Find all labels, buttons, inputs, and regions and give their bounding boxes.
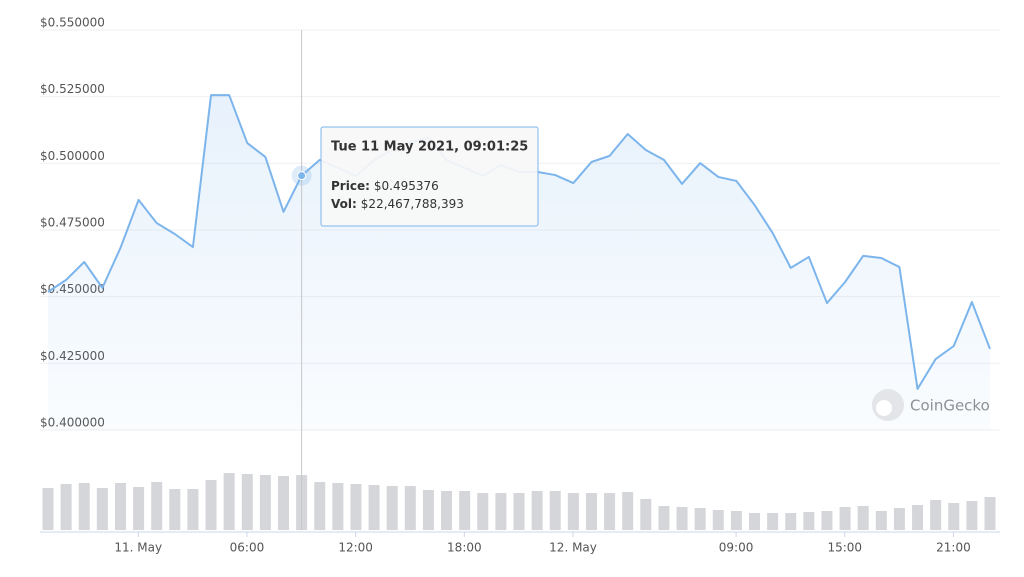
volume-bar <box>114 483 126 530</box>
volume-bar <box>169 489 181 530</box>
x-tick-label: 11. May <box>114 541 162 555</box>
tooltip-title: Tue 11 May 2021, 09:01:25 <box>331 140 528 155</box>
tooltip-box <box>320 126 539 227</box>
volume-bar <box>332 483 344 530</box>
volume-bar <box>96 488 108 530</box>
x-tick-label: 12. May <box>549 541 597 555</box>
tooltip-vol: Vol: $22,467,788,393 <box>331 197 464 211</box>
volume-bar <box>567 493 579 530</box>
volume-bar <box>151 482 163 530</box>
volume-bar <box>259 475 271 530</box>
volume-bar <box>585 493 597 530</box>
volume-bar <box>604 493 616 530</box>
volume-bar <box>368 485 380 530</box>
volume-bar <box>549 491 561 530</box>
volume-bar <box>930 500 942 530</box>
volume-bar <box>803 512 815 530</box>
volume-bar <box>78 483 90 530</box>
volume-bar <box>241 474 253 530</box>
tooltip: Tue 11 May 2021, 09:01:25 Price: $0.49537… <box>320 126 539 227</box>
volume-bar <box>477 493 489 530</box>
volume-bar <box>404 486 416 530</box>
volume-bar <box>694 508 706 530</box>
volume-bar <box>893 508 905 530</box>
volume-bar <box>676 507 688 530</box>
volume-bar <box>133 487 145 530</box>
volume-bar <box>749 513 760 530</box>
volume-bar <box>205 480 217 530</box>
x-tick-label: 12:00 <box>338 541 373 555</box>
volume-bar <box>912 505 924 530</box>
volume-bar <box>350 484 362 530</box>
hover-point <box>297 171 307 181</box>
volume-bar <box>278 476 289 530</box>
volume-bar <box>622 492 634 530</box>
volume-bar <box>966 501 978 530</box>
x-tick-label: 18:00 <box>447 541 482 555</box>
tooltip-vol-label: Vol: <box>331 197 357 211</box>
volume-bar <box>187 489 199 530</box>
volume-bar <box>314 482 326 530</box>
y-tick-label: $0.525000 <box>40 82 105 96</box>
volume-bar <box>459 491 471 530</box>
tooltip-price: Price: $0.495376 <box>331 179 439 193</box>
watermark: CoinGecko <box>872 389 990 421</box>
volume-bar <box>495 493 507 530</box>
volume-bar <box>712 510 724 530</box>
y-tick-label: $0.500000 <box>40 149 105 163</box>
volume-bar <box>640 499 652 530</box>
volume-bar <box>441 491 453 530</box>
x-tick-label: 15:00 <box>827 541 862 555</box>
volume-bar <box>658 506 670 530</box>
volume-bar <box>42 488 54 530</box>
watermark-text: CoinGecko <box>910 397 990 415</box>
volume-bar <box>422 490 434 530</box>
x-tick-label: 06:00 <box>230 541 265 555</box>
y-tick-label: $0.475000 <box>40 216 105 230</box>
volume-bar <box>60 484 72 530</box>
volume-bar <box>839 507 851 530</box>
volume-bar <box>948 503 960 530</box>
volume-bar <box>857 506 869 530</box>
volume-bar <box>730 511 742 530</box>
volume-bar <box>875 511 887 530</box>
volume-bar <box>386 486 398 530</box>
tooltip-price-label: Price: <box>331 179 370 193</box>
x-tick-label: 21:00 <box>936 541 971 555</box>
volume-bar <box>821 511 833 530</box>
volume-bar <box>785 513 797 530</box>
volume-bar <box>531 491 543 530</box>
x-tick-label: 09:00 <box>719 541 754 555</box>
price-area <box>48 95 990 431</box>
tooltip-price-value: $0.495376 <box>374 179 439 193</box>
y-tick-label: $0.550000 <box>40 16 105 30</box>
volume-bar <box>223 473 235 530</box>
volume-bar <box>513 493 525 530</box>
watermark-logo-face <box>876 400 892 416</box>
volume-bar <box>984 497 996 530</box>
volume-bar <box>767 513 779 530</box>
tooltip-vol-value: $22,467,788,393 <box>361 197 464 211</box>
